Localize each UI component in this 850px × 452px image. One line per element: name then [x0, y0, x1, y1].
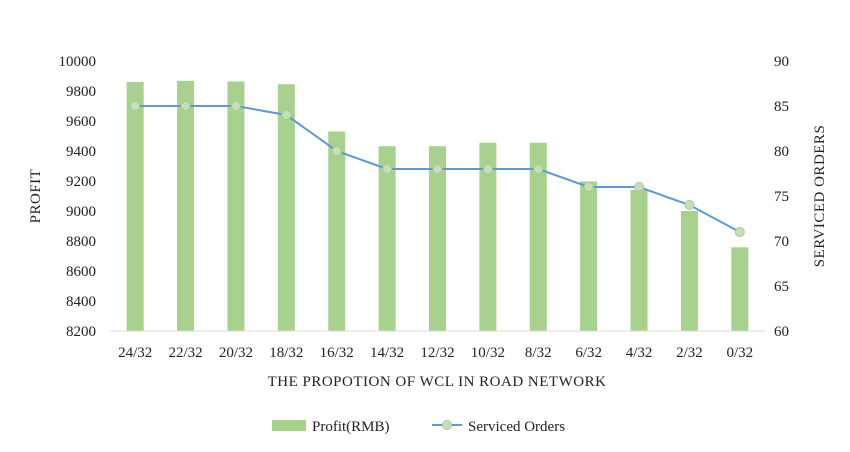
left-axis-ticks: 8200 8400 8600 8800 9000 9200 9400 9600 9800 1000… — [59, 54, 97, 340]
right-tick-label: 85 — [774, 99, 789, 115]
orders-point-0-32 — [734, 227, 745, 237]
bar-4-32 — [630, 190, 648, 331]
x-tick-label: 22/32 — [168, 345, 202, 361]
left-tick-label: 8800 — [66, 234, 96, 250]
bar-18-32 — [277, 84, 295, 331]
x-tick-label: 10/32 — [471, 345, 505, 361]
right-tick-label: 65 — [774, 279, 789, 295]
bar-2-32 — [680, 211, 698, 331]
legend-label-profit: Profit(RMB) — [312, 419, 390, 435]
legend-swatch-profit — [272, 420, 306, 431]
orders-point-14-32 — [382, 164, 393, 174]
orders-point-10-32 — [482, 164, 493, 174]
right-tick-label: 70 — [774, 234, 789, 250]
bar-10-32 — [479, 142, 497, 331]
orders-point-6-32 — [583, 182, 594, 192]
orders-point-8-32 — [533, 164, 544, 174]
bar-0-32 — [731, 247, 749, 331]
bar-16-32 — [328, 131, 346, 331]
right-tick-label: 60 — [774, 324, 789, 340]
bar-20-32 — [227, 81, 245, 331]
bar-24-32 — [126, 82, 144, 331]
orders-point-2-32 — [684, 200, 695, 210]
right-axis-ticks: 60 65 70 75 80 85 90 — [774, 54, 789, 340]
legend: Profit(RMB) Serviced Orders — [272, 419, 565, 435]
x-tick-label: 18/32 — [269, 345, 303, 361]
left-tick-label: 8600 — [66, 264, 96, 280]
bar-6-32 — [580, 181, 598, 331]
x-tick-label: 0/32 — [726, 345, 753, 361]
left-tick-label: 9800 — [66, 84, 96, 100]
orders-point-4-32 — [634, 182, 645, 192]
x-tick-label: 20/32 — [219, 345, 253, 361]
orders-point-18-32 — [281, 110, 292, 120]
bar-14-32 — [378, 146, 396, 331]
x-tick-label: 24/32 — [118, 345, 152, 361]
left-tick-label: 9200 — [66, 174, 96, 190]
x-tick-label: 12/32 — [420, 345, 454, 361]
legend-swatch-orders-marker — [442, 420, 452, 430]
right-tick-label: 90 — [774, 54, 789, 70]
left-tick-label: 10000 — [59, 54, 97, 70]
points-layer — [130, 101, 745, 237]
y-axis-title: PROFIT — [28, 169, 44, 224]
orders-point-24-32 — [130, 101, 141, 111]
left-tick-label: 8400 — [66, 294, 96, 310]
orders-point-20-32 — [230, 101, 241, 111]
x-tick-label: 14/32 — [370, 345, 404, 361]
x-tick-label: 8/32 — [525, 345, 552, 361]
left-tick-label: 9600 — [66, 114, 96, 130]
orders-point-16-32 — [331, 146, 342, 156]
bar-8-32 — [529, 142, 547, 331]
bars-layer — [126, 80, 749, 331]
bar-12-32 — [429, 146, 446, 331]
orders-point-22-32 — [180, 101, 191, 111]
x-axis-ticks: 24/32 22/32 20/32 18/32 16/32 14/32 12/32 10/32… — [118, 345, 753, 361]
left-tick-label: 9000 — [66, 204, 96, 220]
right-tick-label: 75 — [774, 189, 789, 205]
bar-22-32 — [177, 80, 195, 331]
left-tick-label: 8200 — [66, 324, 96, 340]
x-tick-label: 6/32 — [575, 345, 602, 361]
y2-axis-title: SERVICED ORDERS — [812, 125, 828, 268]
x-tick-label: 4/32 — [626, 345, 653, 361]
x-tick-label: 16/32 — [320, 345, 354, 361]
left-tick-label: 9400 — [66, 144, 96, 160]
x-tick-label: 2/32 — [676, 345, 703, 361]
legend-label-orders: Serviced Orders — [468, 419, 565, 435]
right-tick-label: 80 — [774, 144, 789, 160]
x-axis-title: THE PROPOTION OF WCL IN ROAD NETWORK — [268, 374, 607, 390]
orders-point-12-32 — [432, 164, 443, 174]
